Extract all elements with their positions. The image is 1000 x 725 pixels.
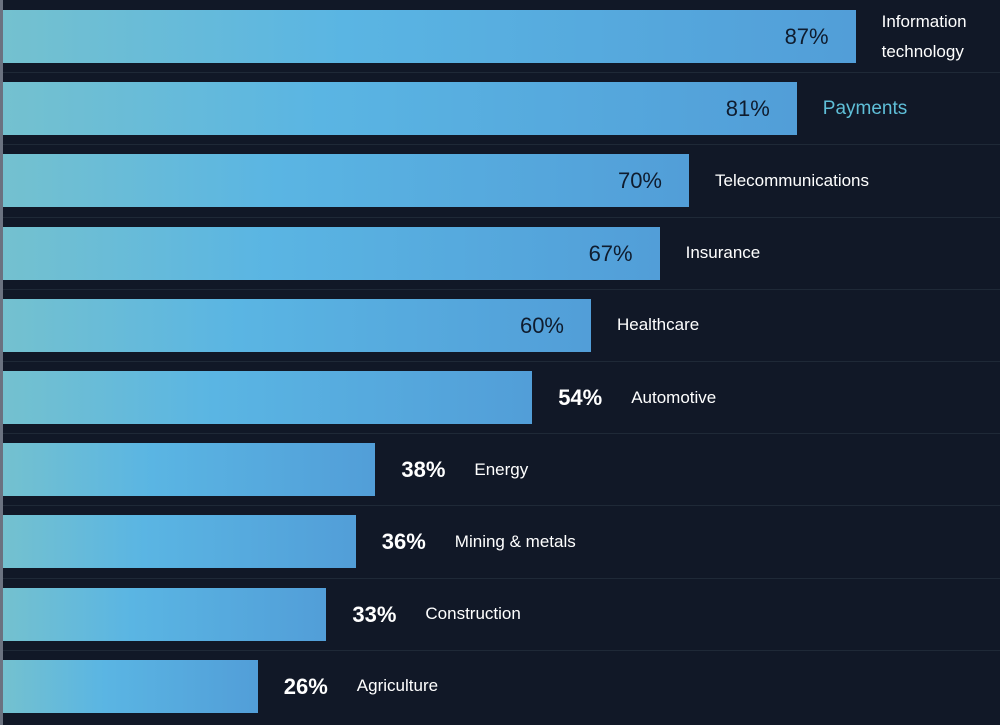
category-label: Mining & metals bbox=[454, 531, 576, 551]
value-label: 36% bbox=[381, 529, 426, 555]
row-separator bbox=[3, 288, 1000, 290]
category-label: Telecommunications bbox=[715, 170, 870, 190]
category-label: Information technology bbox=[881, 11, 967, 61]
category-label: Agriculture bbox=[356, 676, 439, 696]
bar bbox=[3, 443, 376, 497]
category-label: Payments bbox=[822, 97, 908, 119]
row-separator bbox=[3, 505, 1000, 507]
bar bbox=[3, 659, 258, 713]
category-label: Automotive bbox=[631, 387, 717, 407]
row-separator bbox=[3, 72, 1000, 74]
bar bbox=[3, 587, 327, 641]
bar bbox=[3, 226, 660, 280]
bar bbox=[3, 10, 856, 63]
category-label: Healthcare bbox=[617, 315, 700, 335]
row-separator bbox=[3, 649, 1000, 651]
bar bbox=[3, 515, 356, 569]
bar bbox=[3, 154, 689, 208]
row-separator bbox=[3, 144, 1000, 146]
chart-left-edge bbox=[0, 0, 3, 725]
value-label: 60% bbox=[519, 312, 564, 338]
bar bbox=[3, 82, 797, 136]
category-label: Insurance bbox=[685, 243, 761, 263]
value-label: 81% bbox=[725, 96, 770, 122]
row-separator bbox=[3, 361, 1000, 362]
value-label: 54% bbox=[558, 385, 603, 410]
value-label: 33% bbox=[352, 601, 397, 627]
row-separator bbox=[3, 216, 1000, 218]
row-separator bbox=[3, 433, 1000, 435]
row-separator bbox=[3, 577, 1000, 579]
value-label: 67% bbox=[588, 240, 633, 266]
value-label: 26% bbox=[283, 673, 328, 699]
value-label: 70% bbox=[617, 168, 662, 194]
category-label: Energy bbox=[474, 459, 529, 479]
value-label: 87% bbox=[784, 24, 829, 49]
bar bbox=[3, 298, 591, 352]
value-label: 38% bbox=[401, 457, 446, 483]
bar bbox=[3, 371, 533, 424]
category-label: Construction bbox=[425, 604, 521, 624]
